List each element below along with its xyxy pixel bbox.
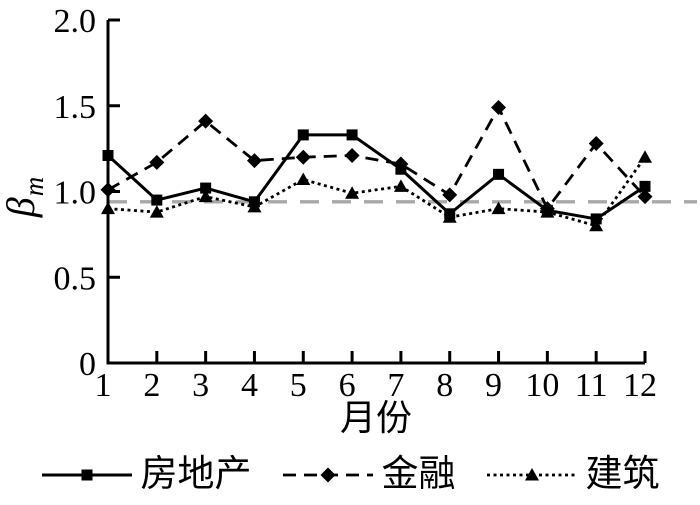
series-line-real-estate [106, 133, 646, 221]
triangle-marker-icon [486, 468, 577, 481]
series-real-estate [102, 129, 651, 225]
y-tick-label: 1.0 [54, 175, 97, 212]
y-tick-label: 2.0 [54, 3, 97, 40]
chart-legend: 房地产 金融 建筑 [0, 443, 700, 505]
legend-label-finance: 金融 [381, 453, 456, 495]
x-tick-label: 4 [241, 367, 258, 404]
x-tick-label: 7 [387, 367, 404, 404]
x-tick-label: 10 [525, 367, 559, 404]
y-tick-label: 0 [79, 346, 96, 383]
axes [106, 18, 647, 365]
x-tick-label: 8 [436, 367, 453, 404]
series-line-finance [107, 104, 647, 212]
x-tick-label: 3 [192, 367, 209, 404]
x-tick-label: 1 [95, 367, 112, 404]
y-axis-title: βm [0, 177, 49, 218]
x-tick-label: 2 [143, 367, 160, 404]
square-marker-icon [41, 469, 132, 481]
legend-item-construction: 建筑 [486, 456, 660, 493]
y-tick-label: 0.5 [54, 260, 97, 297]
x-tick-label: 9 [485, 367, 502, 404]
series-finance [100, 99, 653, 217]
axis-labels: 00.51.01.52.01 2 3 4 5 6 7 8 9 10 11 12 [54, 3, 658, 404]
x-tick-label: 12 [623, 367, 657, 404]
x-tick-label: 5 [290, 367, 307, 404]
x-axis-title: 月份 [340, 398, 412, 438]
x-tick-label: 6 [339, 367, 356, 404]
legend-label-real-estate: 房地产 [140, 453, 252, 495]
legend-item-real-estate: 房地产 [41, 456, 252, 493]
y-tick-label: 1.5 [54, 89, 97, 126]
series-line-construction [107, 156, 647, 228]
legend-label-construction: 建筑 [585, 453, 660, 495]
series-construction [101, 150, 652, 232]
legend-item-finance: 金融 [282, 456, 456, 493]
x-tick-label: 11 [575, 367, 608, 404]
line-chart: 0 0.5 1.0 1.5 2.0 1 2 3 4 5 6 7 8 9 10 11 12 月份 βm [0, 3, 697, 438]
diamond-marker-icon [282, 467, 373, 483]
